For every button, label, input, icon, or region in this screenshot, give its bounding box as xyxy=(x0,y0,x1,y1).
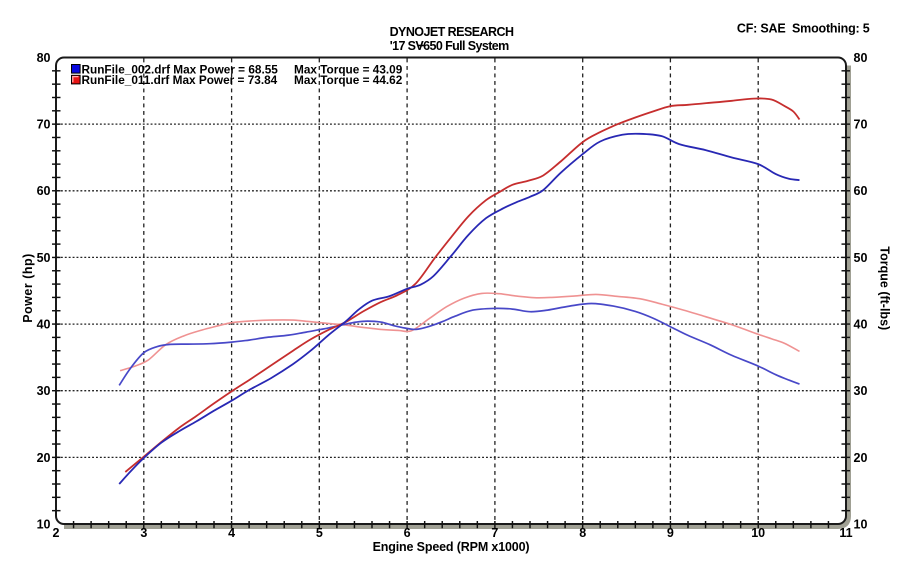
svg-text:40: 40 xyxy=(37,318,51,332)
svg-text:Max Torque = 44.62: Max Torque = 44.62 xyxy=(294,73,403,87)
svg-text:30: 30 xyxy=(37,384,51,398)
svg-text:10: 10 xyxy=(751,526,765,540)
svg-text:60: 60 xyxy=(854,184,868,198)
svg-text:7: 7 xyxy=(491,526,498,540)
svg-text:8: 8 xyxy=(579,526,586,540)
svg-text:4: 4 xyxy=(228,526,235,540)
svg-text:80: 80 xyxy=(854,51,868,65)
svg-text:70: 70 xyxy=(37,118,51,132)
svg-text:60: 60 xyxy=(37,184,51,198)
svg-text:10: 10 xyxy=(37,517,51,531)
svg-text:2: 2 xyxy=(53,526,60,540)
svg-text:'17 SV650 Full System: '17 SV650 Full System xyxy=(390,39,509,53)
svg-text:20: 20 xyxy=(37,451,51,465)
svg-text:DYNOJET RESEARCH: DYNOJET RESEARCH xyxy=(390,25,514,39)
svg-text:5: 5 xyxy=(316,526,323,540)
svg-text:40: 40 xyxy=(854,318,868,332)
svg-text:Engine Speed (RPM x1000): Engine Speed (RPM x1000) xyxy=(373,540,530,554)
svg-text:Max Torque = 43.09: Max Torque = 43.09 xyxy=(294,62,403,76)
svg-text:3: 3 xyxy=(140,526,147,540)
svg-text:50: 50 xyxy=(37,251,51,265)
svg-text:9: 9 xyxy=(667,526,674,540)
svg-text:6: 6 xyxy=(404,526,411,540)
svg-text:10: 10 xyxy=(854,517,868,531)
svg-text:11: 11 xyxy=(839,526,852,540)
svg-text:50: 50 xyxy=(854,251,868,265)
svg-text:30: 30 xyxy=(854,384,868,398)
svg-text:RunFile_002.drf Max Power = 68: RunFile_002.drf Max Power = 68.55 xyxy=(82,62,279,76)
svg-text:Torque (ft-lbs): Torque (ft-lbs) xyxy=(878,246,892,330)
svg-text:70: 70 xyxy=(854,118,868,132)
svg-text:20: 20 xyxy=(854,451,868,465)
svg-text:Power (hp): Power (hp) xyxy=(21,253,35,323)
svg-text:CF: SAE Smoothing: 5: CF: SAE Smoothing: 5 xyxy=(737,21,870,35)
svg-text:80: 80 xyxy=(37,51,51,65)
svg-text:RunFile_011.drf Max Power = 73: RunFile_011.drf Max Power = 73.84 xyxy=(82,73,278,87)
